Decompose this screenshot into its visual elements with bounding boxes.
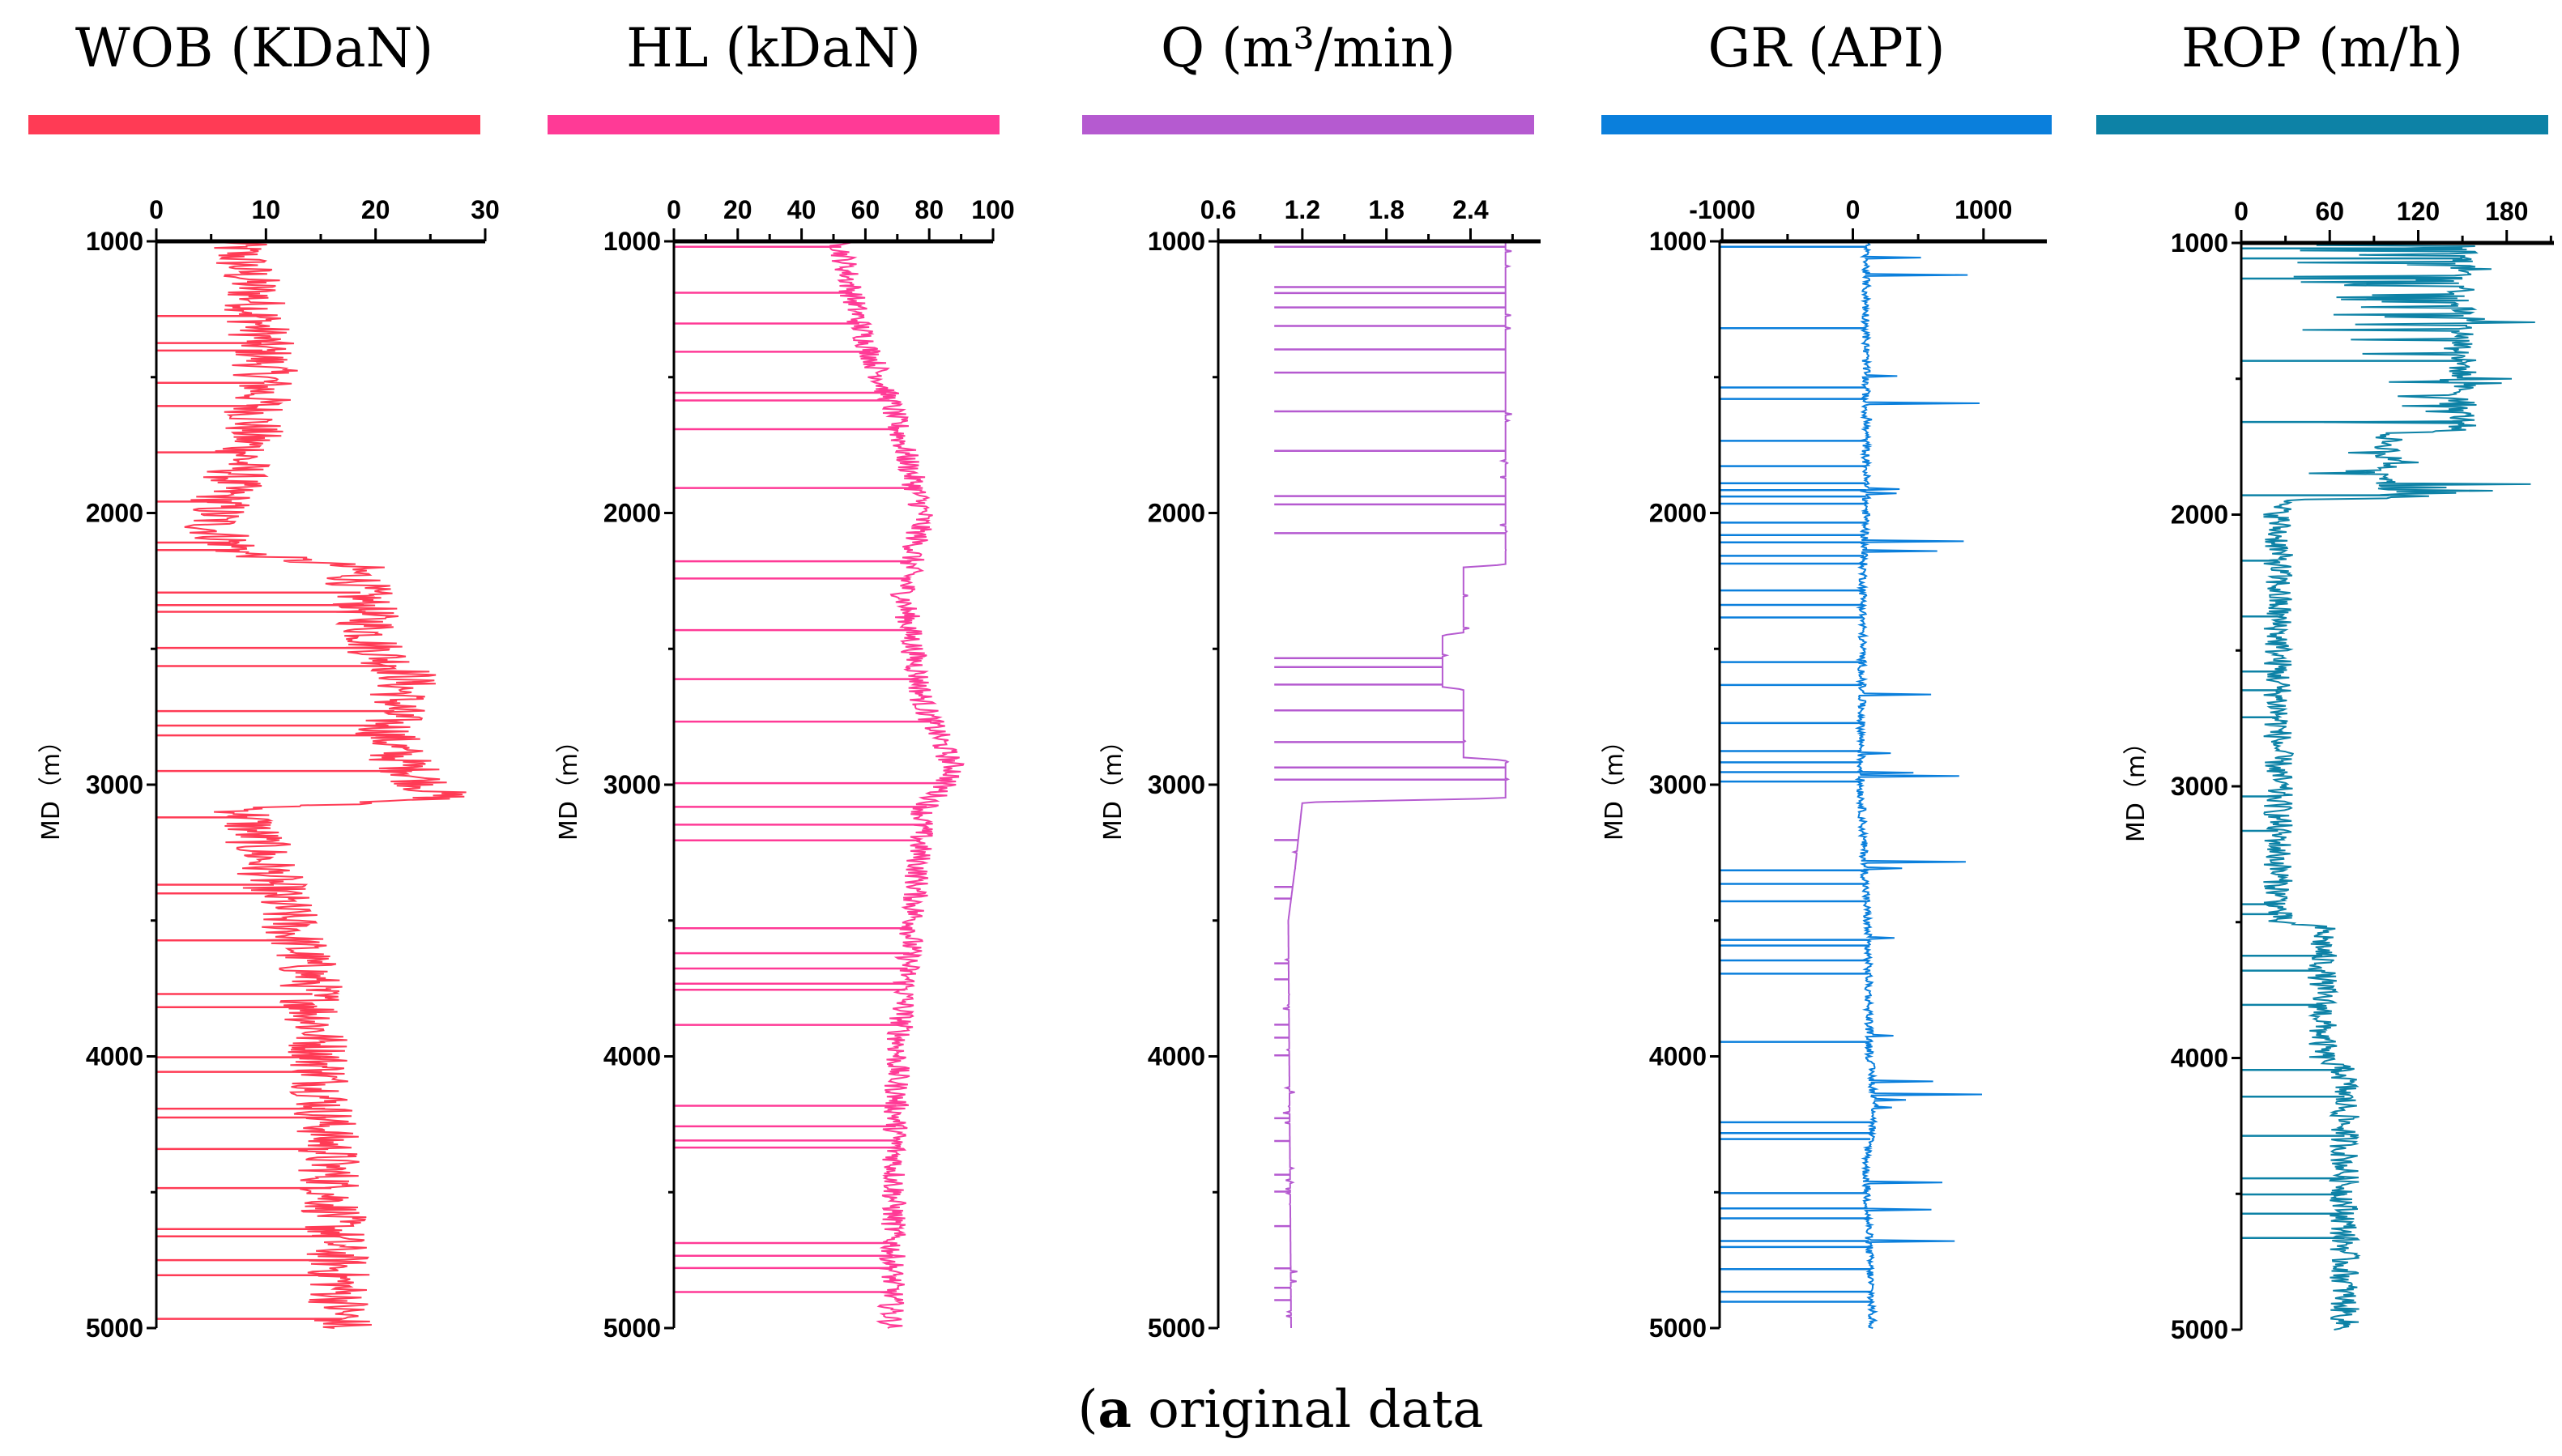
y-tick-label: 5000 <box>1649 1313 1707 1343</box>
y-axis-title: MD（m） <box>1601 729 1629 841</box>
x-tick-label: 120 <box>2397 197 2440 226</box>
legend-color-bar <box>2096 115 2548 134</box>
x-tick-label: 0 <box>2234 197 2249 226</box>
track-hl: HL (kDaN) 0 20 40 60 80 100 1000 2000 3000 4000 500… <box>548 17 1015 1343</box>
track-title: Q (m³/min) <box>1161 17 1456 79</box>
x-tick-label: 1000 <box>1955 195 2012 224</box>
x-tick-label: 0.6 <box>1200 195 1236 224</box>
data-series-gr <box>1720 241 1983 1329</box>
y-tick-label: 3000 <box>86 770 143 799</box>
legend-color-bar <box>548 115 1000 134</box>
x-tick-label: -1000 <box>1689 195 1755 224</box>
y-tick-label: 2000 <box>86 499 143 528</box>
y-tick-label: 4000 <box>1649 1042 1707 1071</box>
y-tick-label: 5000 <box>2171 1315 2228 1344</box>
series-line <box>184 241 467 1329</box>
x-tick-label: 10 <box>252 195 281 224</box>
x-tick-label: 20 <box>723 195 752 224</box>
x-tick-label: 80 <box>914 195 944 224</box>
y-axis-title: MD（m） <box>1099 729 1128 841</box>
x-tick-label: 40 <box>787 195 816 224</box>
y-tick-label: 5000 <box>603 1313 661 1343</box>
x-tick-label: 20 <box>361 195 390 224</box>
x-tick-label: 0 <box>667 195 681 224</box>
data-series-rop <box>2241 242 2535 1330</box>
track-title: WOB (KDaN) <box>75 17 433 79</box>
caption-label: a <box>1098 1379 1131 1440</box>
x-tick-label: 30 <box>471 195 500 224</box>
series-line <box>1854 241 1983 1329</box>
x-tick-label: 100 <box>971 195 1014 224</box>
y-tick-label: 3000 <box>1649 770 1707 799</box>
y-tick-label: 2000 <box>603 499 661 528</box>
x-tick-label: 1.8 <box>1368 195 1404 224</box>
y-tick-label: 2000 <box>2171 500 2228 530</box>
y-tick-label: 2000 <box>1148 499 1205 528</box>
data-series-hl <box>674 241 965 1329</box>
legend-color-bar <box>28 115 480 134</box>
caption-text: original data <box>1132 1380 1484 1440</box>
legend-color-bar <box>1601 115 2052 134</box>
y-tick-label: 1000 <box>1649 227 1707 256</box>
y-tick-label: 5000 <box>86 1313 143 1343</box>
y-tick-label: 1000 <box>1148 227 1205 256</box>
y-tick-label: 3000 <box>603 770 661 799</box>
track-gr: GR (API) -1000 0 1000 1000 2000 3000 4000 5000 MD… <box>1601 17 2052 1343</box>
x-tick-label: 0 <box>1846 195 1861 224</box>
data-series-q <box>1274 241 1512 1328</box>
y-tick-label: 2000 <box>1649 499 1707 528</box>
track-title: ROP (m/h) <box>2181 17 2463 79</box>
track-title: GR (API) <box>1707 17 1945 79</box>
y-tick-label: 3000 <box>1148 770 1205 799</box>
y-tick-label: 3000 <box>2171 772 2228 801</box>
y-tick-label: 4000 <box>2171 1044 2228 1073</box>
y-axis-title: MD（m） <box>555 729 583 841</box>
x-tick-label: 180 <box>2485 197 2528 226</box>
y-tick-label: 4000 <box>1148 1042 1205 1071</box>
y-tick-label: 5000 <box>1148 1313 1205 1343</box>
data-series-wob <box>156 241 467 1329</box>
x-tick-label: 60 <box>851 195 880 224</box>
y-tick-label: 4000 <box>603 1042 661 1071</box>
track-rop: ROP (m/h) 0 60 120 180 1000 2000 3000 4000 5000 MD… <box>2096 17 2554 1344</box>
figure-caption: (a original data <box>1078 1379 1484 1440</box>
x-tick-label: 60 <box>2315 197 2344 226</box>
series-line <box>1282 241 1512 1328</box>
series-line <box>2263 242 2535 1330</box>
x-tick-label: 1.2 <box>1285 195 1320 224</box>
x-tick-label: 0 <box>149 195 164 224</box>
track-wob: WOB (KDaN) 0 10 20 30 1000 2000 3000 4000 5000 MD（… <box>28 17 500 1343</box>
y-tick-label: 1000 <box>603 227 661 256</box>
y-tick-label: 4000 <box>86 1042 143 1071</box>
series-line <box>829 241 965 1329</box>
track-title: HL (kDaN) <box>626 17 921 79</box>
track-q: Q (m³/min) 0.6 1.2 1.8 2.4 1000 2000 3000 4000 50… <box>1082 17 1541 1343</box>
x-tick-label: 2.4 <box>1452 195 1489 224</box>
legend-color-bar <box>1082 115 1534 134</box>
y-axis-title: MD（m） <box>37 729 66 841</box>
y-tick-label: 1000 <box>2171 228 2228 258</box>
y-tick-label: 1000 <box>86 227 143 256</box>
y-axis-title: MD（m） <box>2122 730 2151 842</box>
